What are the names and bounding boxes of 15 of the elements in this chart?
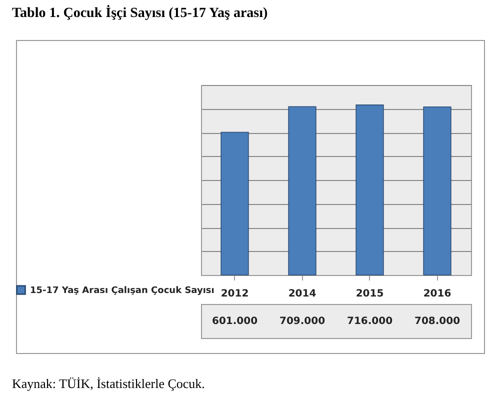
data-label: 601.000: [212, 316, 258, 327]
data-label: 716.000: [346, 316, 393, 327]
data-label: 708.000: [414, 316, 460, 327]
bar: [423, 106, 452, 276]
x-tick-label: 2015: [356, 288, 384, 300]
bar: [220, 132, 249, 276]
x-tick-label: 2014: [288, 288, 316, 300]
data-label: 709.000: [279, 316, 326, 327]
chart-title: Tablo 1. Çocuk İşçi Sayısı (15-17 Yaş arası): [12, 6, 268, 22]
x-tick-label: 2012: [220, 288, 249, 300]
bar: [356, 104, 384, 276]
bar: [288, 106, 316, 276]
legend-label: 15-17 Yaş Arası Çalışan Çocuk Sayısı: [30, 286, 214, 296]
x-tick-label: 2016: [423, 288, 452, 300]
text: Kaynak: TÜİK, İstatistiklerle Çocuk.: [12, 376, 205, 392]
